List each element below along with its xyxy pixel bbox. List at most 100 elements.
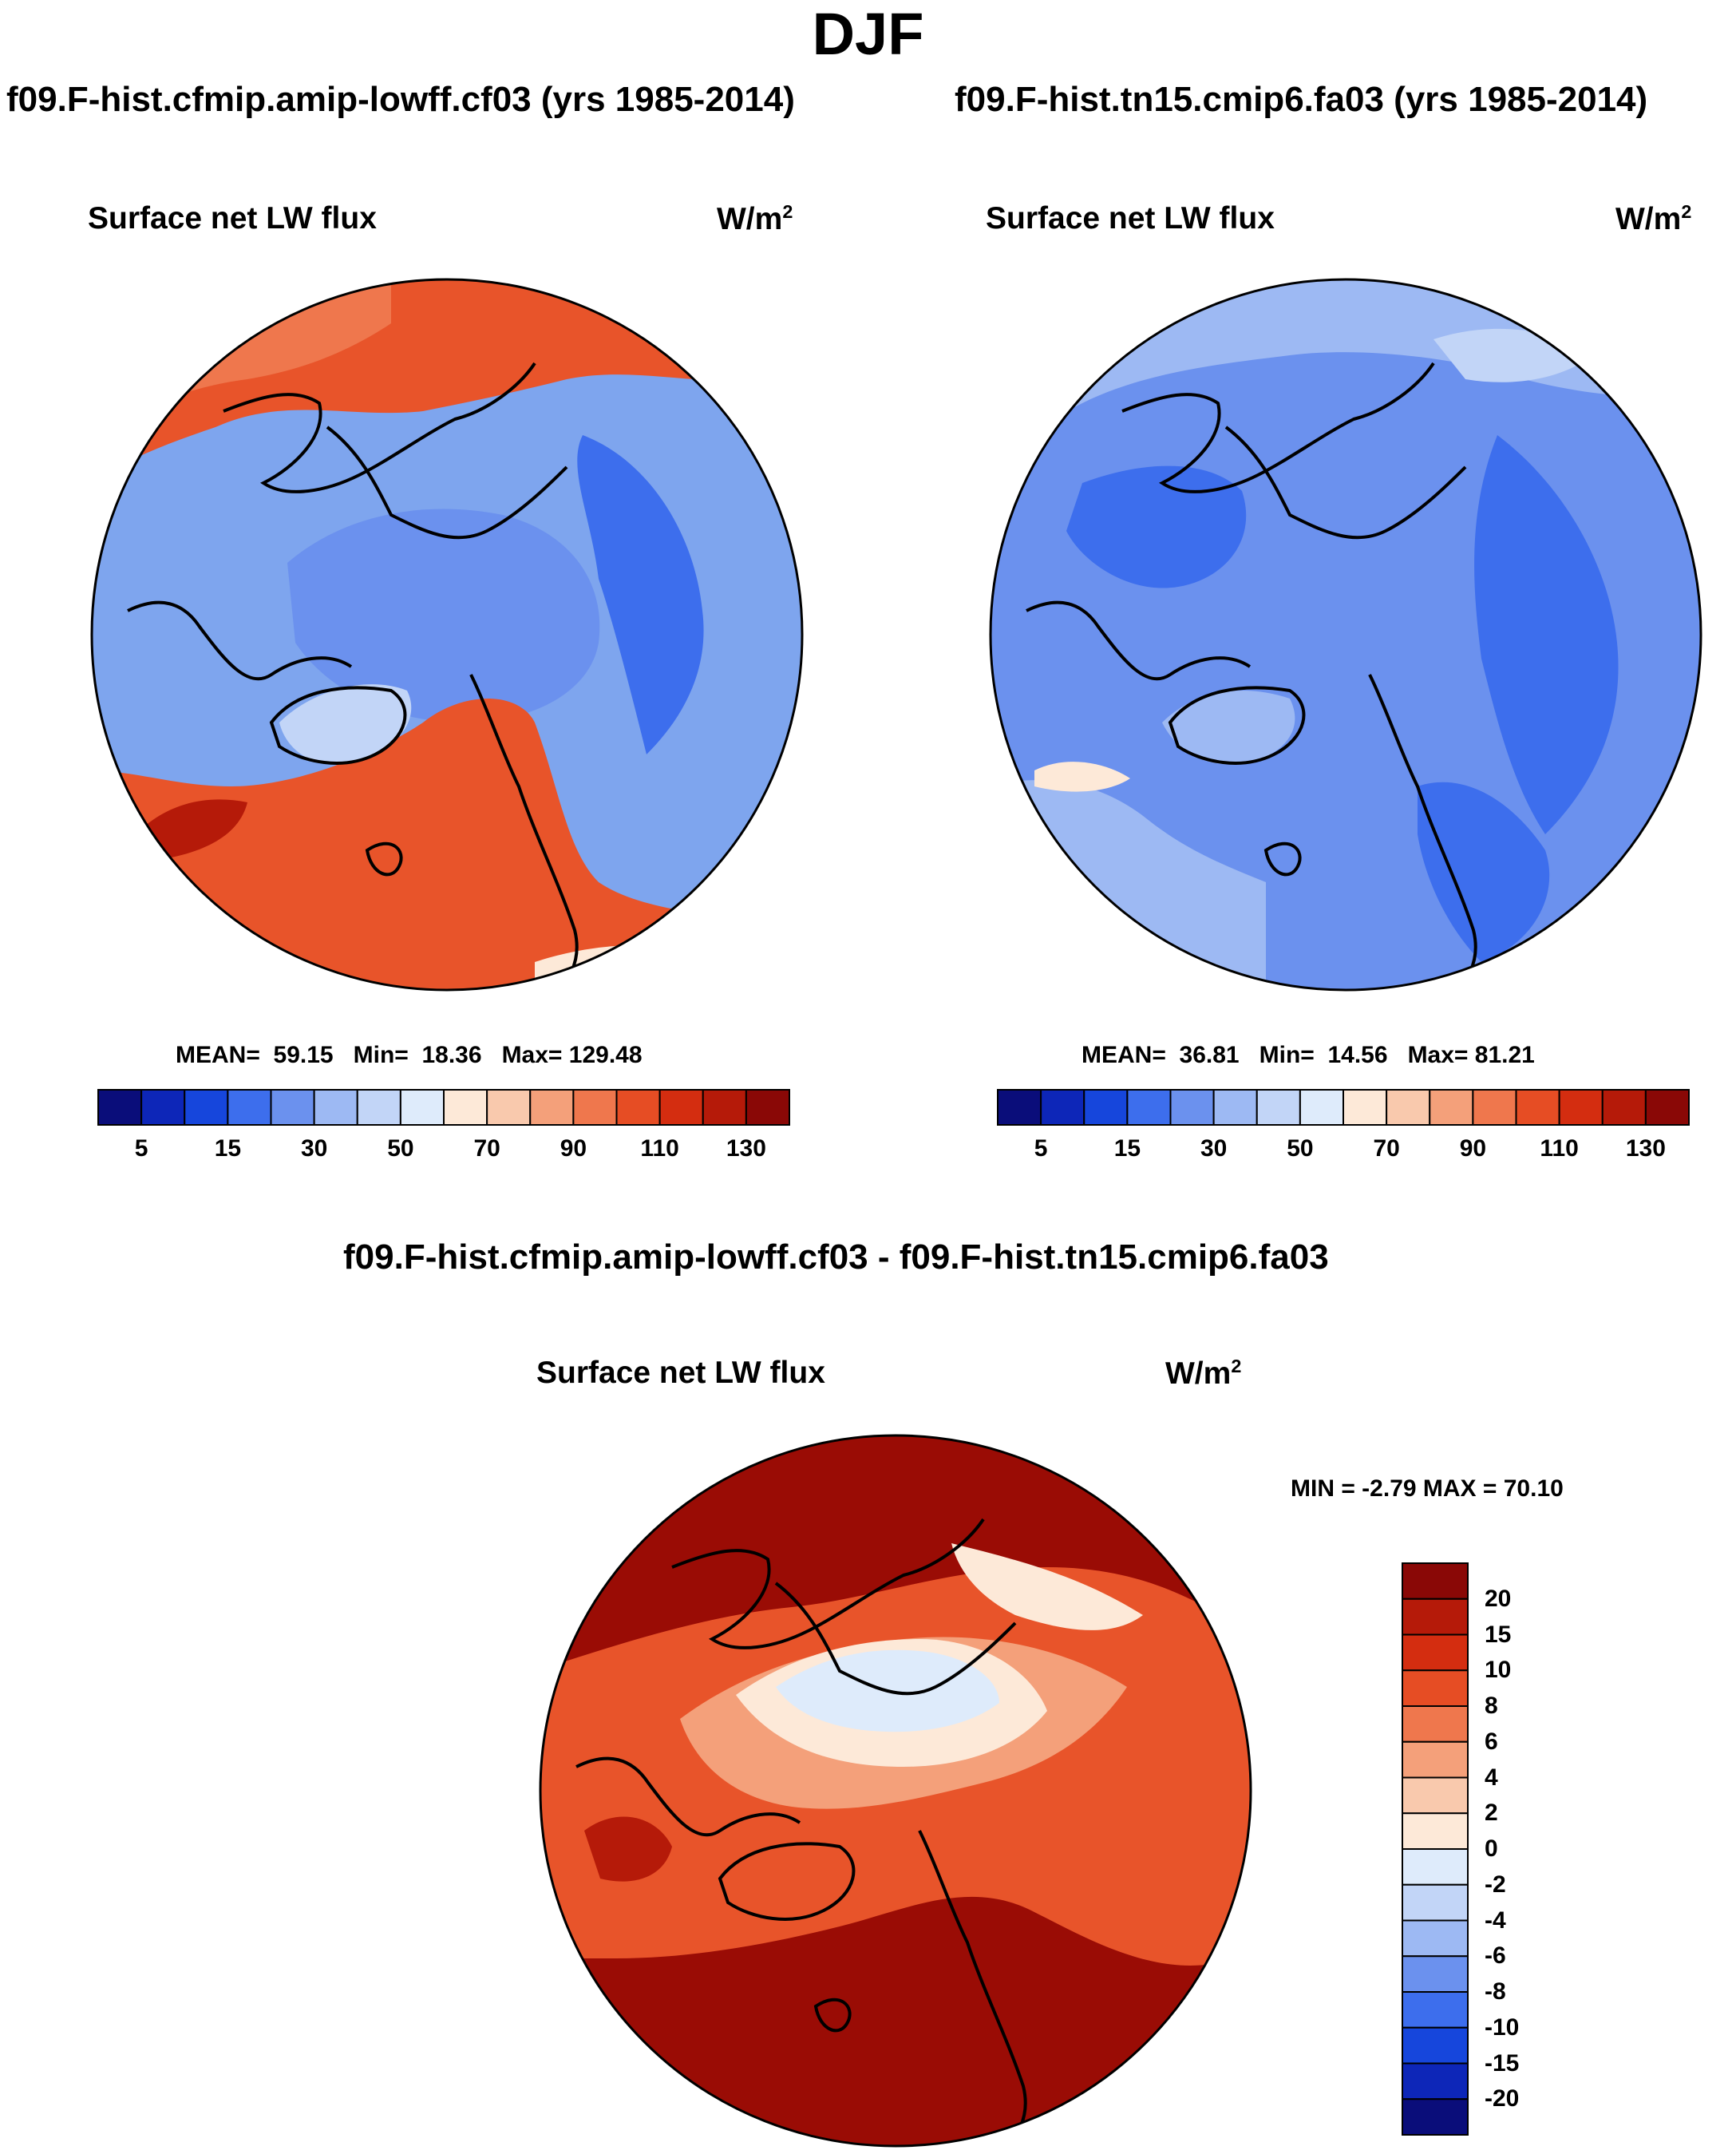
right-colorbar-bin: [1040, 1089, 1085, 1126]
right-colorbar-tick: 30: [1200, 1135, 1228, 1162]
right-colorbar-bin: [1083, 1089, 1129, 1126]
left-map-arctic: [287, 509, 600, 723]
left-colorbar-bin: [702, 1089, 747, 1126]
left-colorbar-bin: [270, 1089, 315, 1126]
diff-colorbar-tick: -4: [1485, 1906, 1506, 1934]
diff-colorbar-bin: [1402, 2098, 1469, 2136]
diff-colorbar-tick: 2: [1485, 1800, 1498, 1827]
left-colorbar-bin: [97, 1089, 143, 1126]
right-case-title: f09.F-hist.tn15.cmip6.fa03 (yrs 1985-201…: [955, 80, 1648, 119]
right-colorbar-tick: 130: [1625, 1135, 1666, 1162]
diff-colorbar-bin: [1402, 1633, 1469, 1672]
diff-colorbar-bin: [1402, 1991, 1469, 2029]
left-map-greenland: [279, 684, 412, 765]
diff-colorbar-bin: [1402, 1740, 1469, 1779]
right-colorbar: [997, 1089, 1690, 1126]
figure-title: DJF: [812, 1, 924, 67]
diff-variable-label: Surface net LW flux: [536, 1356, 825, 1390]
left-colorbar-bin: [529, 1089, 575, 1126]
left-colorbar-bin: [443, 1089, 488, 1126]
right-coastlines: [1026, 362, 1477, 990]
left-min-value: 18.36: [421, 1042, 482, 1068]
diff-colorbar-tick: -2: [1485, 1871, 1506, 1898]
right-stats: MEAN= 36.81 Min= 14.56 Max= 81.21: [1082, 1042, 1535, 1068]
left-colorbar-bin: [140, 1089, 186, 1126]
right-min-value: 14.56: [1327, 1042, 1388, 1068]
left-colorbar-bin: [184, 1089, 229, 1126]
left-colorbar-bin: [658, 1089, 704, 1126]
right-colorbar-tick: 110: [1540, 1135, 1579, 1162]
right-colorbar-bin: [1601, 1089, 1647, 1126]
left-colorbar-bin: [745, 1089, 790, 1126]
right-colorbar-ticks: 5 15 30 50 70 90 110 130: [998, 1135, 1689, 1167]
left-colorbar-bin: [356, 1089, 401, 1126]
diff-colorbar-tick: 10: [1485, 1657, 1512, 1684]
left-map-border: [90, 278, 804, 992]
left-variable-label: Surface net LW flux: [88, 201, 377, 236]
diff-colorbar-bin: [1402, 1812, 1469, 1850]
right-colorbar-bin: [1343, 1089, 1388, 1126]
right-colorbar-tick: 5: [1034, 1135, 1048, 1162]
right-map-siberia: [1474, 435, 1619, 834]
right-colorbar-tick: 50: [1287, 1135, 1314, 1162]
left-case-title: f09.F-hist.cfmip.amip-lowff.cf03 (yrs 19…: [6, 80, 795, 119]
right-map-canada: [1066, 465, 1247, 588]
diff-colorbar-tick: -8: [1485, 1978, 1506, 2005]
diff-colorbar-tick: -15: [1485, 2049, 1520, 2077]
left-colorbar-tick: 5: [134, 1135, 148, 1162]
right-variable-label: Surface net LW flux: [986, 201, 1275, 236]
left-colorbar-bin: [399, 1089, 445, 1126]
left-polar-map: [90, 278, 804, 992]
right-map-border: [989, 278, 1702, 992]
right-map-greenland: [1162, 691, 1295, 765]
diff-colorbar: [1402, 1562, 1469, 2136]
left-colorbar-tick: 110: [640, 1135, 679, 1162]
right-colorbar-bin: [1386, 1089, 1431, 1126]
left-colorbar-tick: 50: [387, 1135, 414, 1162]
left-colorbar-tick: 30: [300, 1135, 328, 1162]
diff-colorbar-tick: 15: [1485, 1621, 1512, 1648]
left-colorbar-tick: 15: [214, 1135, 242, 1162]
right-colorbar-tick: 70: [1373, 1135, 1400, 1162]
diff-colorbar-tick: -6: [1485, 1942, 1506, 1970]
diff-colorbar-bin: [1402, 1776, 1469, 1815]
left-stats: MEAN= 59.15 Min= 18.36 Max= 129.48: [176, 1042, 643, 1068]
diff-colorbar-tick: 4: [1485, 1764, 1498, 1791]
diff-colorbar-ticks: 20 15 10 8 6 4 2 0 -2 -4 -6 -8 -10 -15 -20: [1485, 1563, 1580, 2135]
diff-colorbar-bin: [1402, 1883, 1469, 1922]
right-colorbar-bin: [1515, 1089, 1560, 1126]
left-coastlines: [127, 362, 579, 990]
right-colorbar-tick: 90: [1459, 1135, 1487, 1162]
left-colorbar-tick: 70: [473, 1135, 500, 1162]
right-colorbar-bin: [1126, 1089, 1172, 1126]
diff-map-border: [539, 1434, 1252, 2148]
right-unit-label: W/m2: [1615, 201, 1692, 236]
diff-colorbar-bin: [1402, 1562, 1469, 1600]
right-colorbar-tick: 15: [1113, 1135, 1141, 1162]
diff-unit-label: W/m2: [1165, 1356, 1242, 1391]
right-colorbar-bin: [1644, 1089, 1690, 1126]
left-mean-value: 59.15: [273, 1042, 334, 1068]
left-map-hotspot: [136, 799, 247, 858]
left-unit-label: W/m2: [717, 201, 793, 236]
right-mean-value: 36.81: [1179, 1042, 1240, 1068]
diff-map-siberia-light: [951, 1543, 1143, 1630]
right-max-value: 81.21: [1474, 1042, 1535, 1068]
right-colorbar-bin: [1558, 1089, 1604, 1126]
right-colorbar-bin: [1256, 1089, 1301, 1126]
left-max-value: 129.48: [568, 1042, 643, 1068]
left-colorbar-bin: [313, 1089, 358, 1126]
diff-polar-map: [539, 1434, 1252, 2148]
diff-colorbar-tick: 6: [1485, 1728, 1498, 1755]
left-colorbar-bin: [486, 1089, 532, 1126]
difference-title: f09.F-hist.cfmip.amip-lowff.cf03 - f09.F…: [343, 1237, 1329, 1277]
diff-colorbar-tick: 0: [1485, 1835, 1498, 1862]
right-colorbar-bin: [1429, 1089, 1474, 1126]
right-map-scandinavia: [1418, 782, 1550, 962]
right-colorbar-bin: [1472, 1089, 1517, 1126]
diff-minmax: MIN = -2.79 MAX = 70.10: [1291, 1475, 1564, 1502]
left-colorbar-bin: [615, 1089, 661, 1126]
diff-colorbar-bin: [1402, 1955, 1469, 1993]
left-colorbar-tick: 130: [726, 1135, 766, 1162]
right-colorbar-bin: [1299, 1089, 1344, 1126]
